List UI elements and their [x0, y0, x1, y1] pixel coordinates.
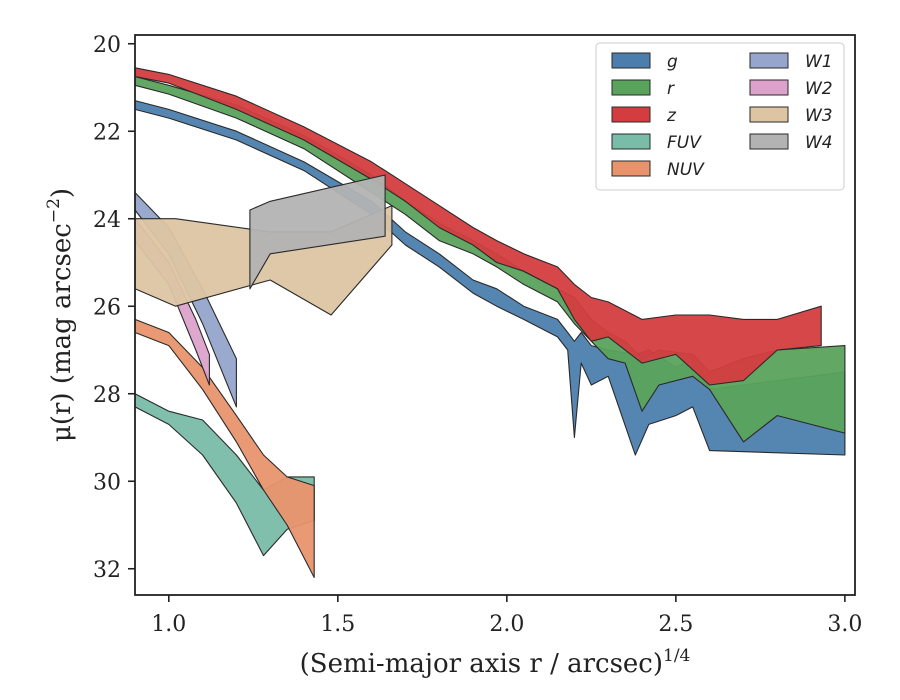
legend-swatch-w4	[749, 133, 789, 150]
legend-label-r: r	[667, 79, 675, 99]
series-band-w4	[249, 174, 386, 290]
x-tick-label: 1.0	[151, 612, 186, 637]
y-tick-label: 22	[93, 120, 121, 145]
legend-swatch-w3	[749, 106, 789, 123]
series-band-nuv	[134, 318, 315, 579]
x-tick-label: 3.0	[827, 612, 862, 637]
y-axis: 20 22 24 26 28 30 32	[93, 33, 135, 583]
legend-swatch-g	[611, 52, 651, 69]
legend-label-w1: W1	[805, 52, 833, 72]
legend-label-g: g	[667, 52, 678, 72]
x-axis-title: (Semi-major axis r / arcsec)1/4	[300, 646, 691, 679]
y-axis-title: μ(r) (mag arcsec−2)	[44, 188, 77, 442]
y-axis-title-close: )	[47, 188, 77, 198]
legend-label-w4: W4	[805, 133, 833, 153]
series-layer	[134, 67, 846, 579]
y-tick-label: 32	[93, 558, 121, 583]
x-axis-title-text: (Semi-major axis r / arcsec)	[300, 649, 663, 679]
x-tick-label: 1.5	[320, 612, 355, 637]
legend-label-fuv: FUV	[667, 133, 702, 153]
y-tick-label: 26	[93, 295, 121, 320]
plot-frame	[134, 34, 856, 596]
legend-label-w3: W3	[805, 106, 833, 126]
y-tick-label: 30	[93, 470, 121, 495]
legend-swatch-r	[611, 79, 651, 96]
legend-swatch-fuv	[611, 133, 651, 150]
x-axis-title-exponent: 1/4	[663, 646, 690, 666]
legend-label-z: z	[666, 106, 677, 126]
legend-label-nuv: NUV	[667, 160, 705, 180]
y-tick-label: 20	[93, 33, 121, 58]
x-axis: 1.0 1.5 2.0 2.5 3.0	[151, 595, 862, 637]
legend: grz FUV NUV W1 W2 W3 W4	[595, 42, 845, 191]
legend-swatch-w2	[749, 79, 789, 96]
legend-swatch-z	[611, 106, 651, 123]
series-band-z	[134, 67, 822, 386]
legend-swatch-nuv	[611, 160, 651, 177]
y-axis-title-text: μ(r) (mag arcsec	[47, 223, 77, 442]
legend-label-w2: W2	[805, 79, 833, 99]
x-tick-label: 2.0	[489, 612, 524, 637]
legend-swatch-w1	[749, 52, 789, 69]
y-axis-title-exponent: −2	[44, 198, 64, 223]
y-tick-label: 24	[93, 208, 121, 233]
y-tick-label: 28	[93, 383, 121, 408]
x-tick-label: 2.5	[658, 612, 693, 637]
